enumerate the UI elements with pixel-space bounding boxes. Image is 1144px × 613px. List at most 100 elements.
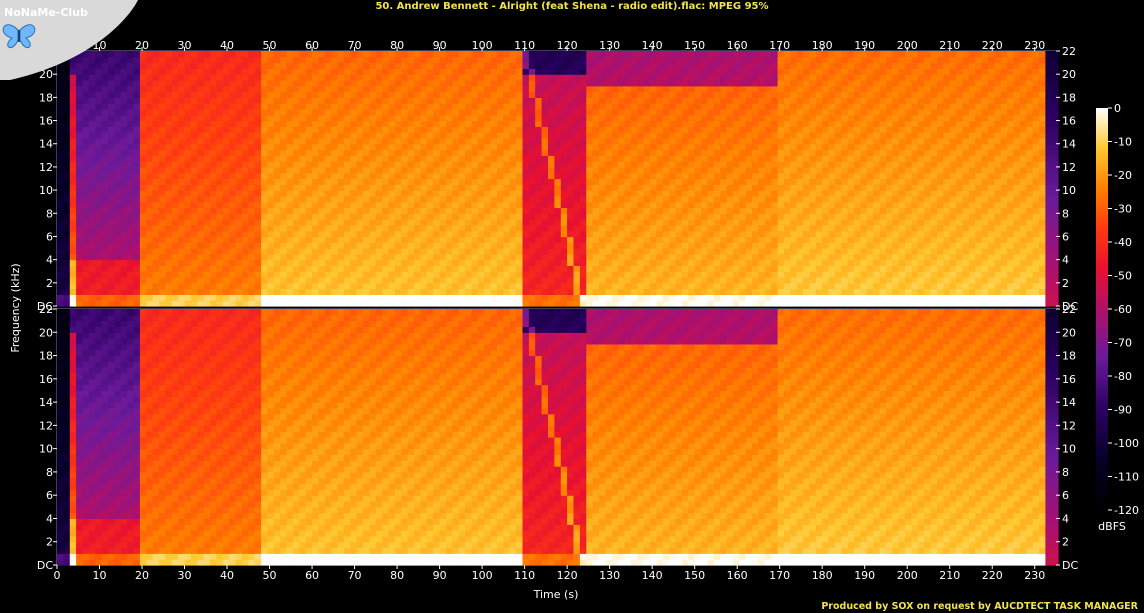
spectrogram-cell (203, 74, 211, 81)
spectrogram-cell (458, 195, 466, 203)
spectrogram-cell (528, 85, 536, 93)
spectrogram-cell (203, 201, 211, 209)
spectrogram-cell (745, 132, 753, 139)
spectrogram-cell (395, 114, 402, 122)
spectrogram-cell (758, 201, 766, 209)
spectrogram-cell (465, 265, 472, 272)
spectrogram-cell (210, 271, 217, 278)
spectrogram-cell (190, 288, 198, 295)
spectrogram-cell (567, 97, 574, 104)
spectrogram-cell (299, 190, 307, 197)
spectrogram-cell (159, 224, 166, 232)
spectrogram-cell (286, 85, 294, 93)
spectrogram-cell (356, 137, 364, 145)
spectrogram-cell (165, 103, 173, 110)
spectrogram-cell (350, 80, 358, 87)
spectrogram-cell (292, 62, 300, 69)
spectrogram-cell (76, 51, 83, 58)
spectrogram-cell (267, 259, 275, 266)
spectrogram-cell (567, 224, 574, 232)
spectrogram-cell (152, 178, 160, 185)
spectrogram-cell (280, 224, 288, 232)
spectrogram-cell (560, 74, 568, 81)
spectrogram-cell (643, 294, 651, 301)
spectrogram-cell (229, 91, 237, 98)
spectrogram-cell (675, 184, 683, 191)
spectrogram-cell (312, 277, 319, 284)
spectrogram-cell (484, 253, 492, 261)
spectrogram-cell (771, 178, 779, 185)
spectrogram-cell (216, 190, 224, 197)
spectrogram-cell (509, 155, 517, 162)
spectrogram-cell (484, 195, 492, 203)
spectrogram-cell (446, 271, 453, 278)
spectrogram-cell (707, 161, 715, 168)
spectrogram-cell (420, 143, 428, 151)
spectrogram-cell (139, 85, 147, 93)
spectrogram-cell (567, 74, 574, 81)
spectrogram-cell (369, 300, 377, 307)
spectrogram-cell (395, 190, 402, 197)
spectrogram-cell (133, 259, 141, 266)
spectrogram-cell (152, 143, 160, 151)
spectrogram-cell (420, 166, 428, 174)
spectrogram-cell (88, 155, 96, 162)
spectrogram-cell (739, 207, 747, 214)
spectrogram-cell (420, 91, 428, 98)
spectrogram-cell (471, 161, 479, 168)
spectrogram-cell (57, 184, 64, 191)
spectrogram-cell (446, 207, 453, 214)
spectrogram-cell (369, 294, 377, 301)
spectrogram-cell (261, 288, 268, 295)
spectrogram-cell (726, 288, 734, 295)
spectrogram-cell (203, 80, 211, 87)
spectrogram-cell (777, 277, 785, 284)
spectrogram-cell (63, 74, 71, 81)
spectrogram-cell (222, 195, 230, 203)
spectrogram-cell (433, 155, 441, 162)
spectrogram-cell (273, 120, 281, 127)
spectrogram-cell (395, 126, 402, 133)
spectrogram-cell (382, 259, 390, 266)
spectrogram-cell (222, 259, 230, 266)
spectrogram-cell (567, 213, 574, 220)
spectrogram-cell (605, 184, 613, 191)
spectrogram-cell (120, 213, 128, 220)
spectrogram-cell (771, 85, 779, 93)
spectrogram-cell (267, 294, 275, 301)
spectrogram-cell (599, 236, 606, 243)
spectrogram-cell (656, 282, 664, 290)
spectrogram-cell (273, 166, 281, 174)
spectrogram-cell (681, 190, 689, 197)
spectrogram-cell (229, 56, 237, 64)
spectrogram-cell (414, 259, 421, 266)
spectrogram-cell (630, 178, 638, 185)
spectrogram-cell (95, 172, 103, 180)
spectrogram-cell (701, 277, 708, 284)
spectrogram-cell (350, 294, 358, 301)
spectrogram-cell (88, 219, 96, 226)
spectrogram-cell (656, 230, 664, 238)
spectrogram-cell (567, 161, 574, 168)
spectrogram-cell (222, 103, 230, 110)
spectrogram-cell (497, 51, 504, 58)
spectrogram-cell (101, 149, 109, 156)
spectrogram-cell (548, 109, 555, 116)
spectrogram-cell (63, 103, 71, 110)
spectrogram-cell (605, 300, 613, 307)
spectrogram-cell (114, 207, 122, 214)
spectrogram-cell (465, 149, 472, 156)
spectrogram-cell (88, 288, 96, 295)
spectrogram-cell (88, 149, 96, 156)
spectrogram-cell (777, 178, 785, 185)
spectrogram-cell (337, 51, 345, 58)
spectrogram-cell (579, 184, 587, 191)
spectrogram-cell (203, 132, 211, 139)
spectrogram-cell (675, 282, 683, 290)
spectrogram-cell (694, 219, 702, 226)
spectrogram-cell (503, 132, 511, 139)
spectrogram-cell (739, 97, 747, 104)
spectrogram-cell (777, 190, 785, 197)
spectrogram-cell (637, 178, 645, 185)
spectrogram-cell (114, 172, 122, 180)
